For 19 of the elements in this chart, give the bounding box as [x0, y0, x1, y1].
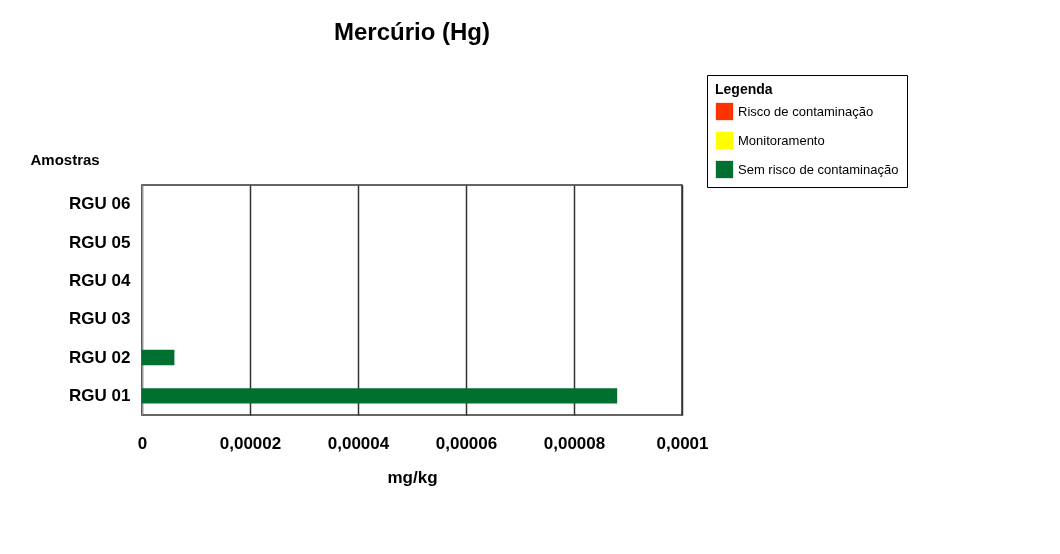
y-tick-label: RGU 01: [69, 385, 131, 405]
y-tick-label: RGU 04: [69, 270, 132, 290]
x-tick-label: 0,00008: [543, 433, 606, 453]
y-tick-label: RGU 06: [69, 194, 131, 214]
x-axis-title: mg/kg: [387, 467, 438, 487]
x-tick-label: 0: [137, 433, 148, 453]
legend-label: Risco de contaminação: [738, 103, 874, 119]
y-tick-label: RGU 05: [69, 232, 131, 252]
legend-label: Sem risco de contaminação: [738, 161, 899, 177]
x-tick-label: 0,00006: [435, 433, 498, 453]
x-tick-label: 0,00004: [327, 433, 390, 453]
legend-label: Monitoramento: [738, 132, 825, 148]
legend-title: Legenda: [715, 81, 773, 97]
y-tick-label: RGU 02: [69, 347, 131, 367]
x-tick-label: 0,0001: [656, 433, 709, 453]
y-tick-label: RGU 03: [69, 309, 131, 329]
y-axis-title: Amostras: [30, 150, 100, 168]
chart-title: Mercúrio (Hg): [334, 17, 490, 45]
x-tick-label: 0,00002: [219, 433, 282, 453]
